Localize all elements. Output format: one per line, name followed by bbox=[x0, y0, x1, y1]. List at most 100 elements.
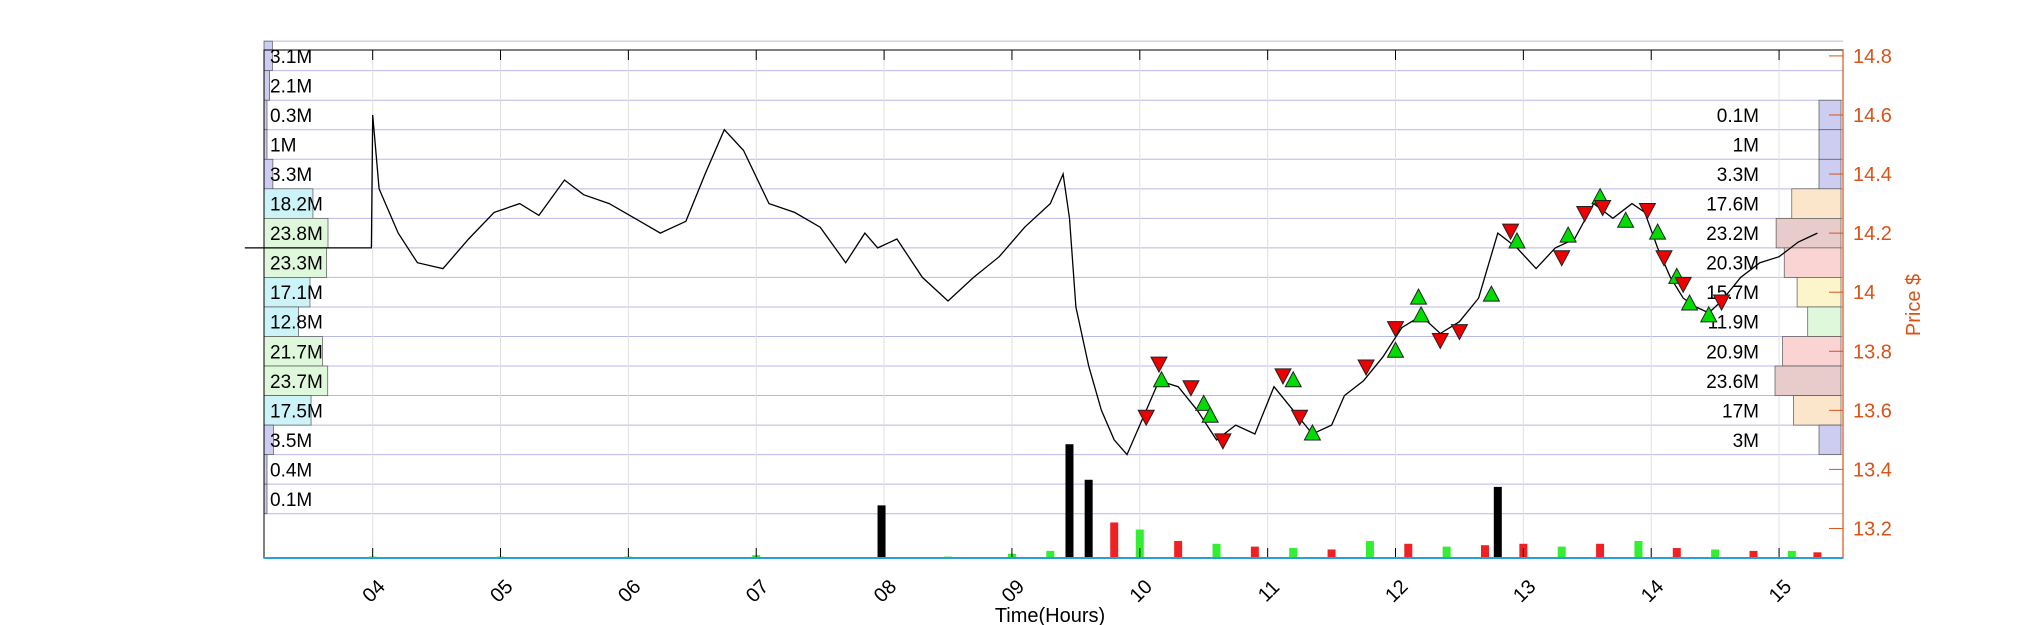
y-tick-label: 13.2 bbox=[1853, 518, 1892, 540]
volume-bar bbox=[1634, 540, 1643, 558]
profile-bar-left bbox=[263, 336, 323, 367]
volume-bar bbox=[1250, 546, 1259, 558]
profile-label-left: 3.3M bbox=[270, 165, 312, 186]
grid-lines bbox=[264, 40, 1843, 558]
profile-label-left: 0.4M bbox=[270, 460, 312, 481]
buy-marker bbox=[1284, 370, 1303, 388]
volume-bar bbox=[1404, 543, 1413, 558]
profile-bar-left bbox=[263, 306, 299, 337]
x-tick-label: 04 bbox=[358, 576, 389, 607]
profile-bar-right bbox=[1774, 365, 1842, 396]
profile-label-left: 23.8M bbox=[270, 224, 323, 245]
x-tick-label: 13 bbox=[1509, 576, 1540, 607]
profile-label-left: 23.3M bbox=[270, 254, 323, 275]
x-tick-label: 10 bbox=[1126, 576, 1157, 607]
volume-bar bbox=[1212, 543, 1221, 558]
volume-bar bbox=[1749, 550, 1758, 558]
volume-bar bbox=[1787, 550, 1796, 558]
sell-marker bbox=[1712, 294, 1731, 312]
profile-label-left: 18.2M bbox=[270, 195, 323, 216]
buy-marker bbox=[1616, 211, 1635, 228]
volume-bar bbox=[1065, 444, 1074, 558]
signal-markers bbox=[1137, 187, 1731, 450]
buy-marker bbox=[1680, 293, 1699, 311]
x-tick-label: 08 bbox=[870, 576, 901, 607]
x-axis-label: Time(Hours) bbox=[995, 605, 1105, 625]
sell-marker bbox=[1450, 324, 1469, 341]
buy-marker bbox=[1201, 406, 1219, 423]
x-tick-label: 05 bbox=[486, 576, 517, 607]
sell-marker bbox=[1357, 359, 1375, 377]
profile-label-left: 21.7M bbox=[270, 342, 323, 363]
x-tick-label: 09 bbox=[998, 576, 1029, 607]
buy-marker bbox=[1559, 226, 1577, 243]
profile-label-right: 1M bbox=[1733, 136, 1759, 157]
buy-marker bbox=[1412, 305, 1430, 323]
sell-marker bbox=[1150, 356, 1168, 374]
profile-label-right: 0.1M bbox=[1717, 106, 1759, 127]
y-tick-label: 13.6 bbox=[1853, 400, 1892, 422]
volume-bar bbox=[1557, 546, 1566, 558]
profile-bar-left bbox=[263, 70, 270, 101]
buy-marker bbox=[1648, 223, 1667, 240]
x-tick-label: 07 bbox=[742, 576, 773, 607]
y-tick-label: 14.8 bbox=[1853, 46, 1892, 68]
volume-bar bbox=[1711, 549, 1720, 558]
y-tick-label: 14.4 bbox=[1853, 164, 1892, 186]
profile-label-right: 11.9M bbox=[1708, 313, 1759, 334]
x-tick-label: 06 bbox=[614, 576, 645, 607]
price-line bbox=[244, 114, 1818, 456]
volume-profile-right: 0.1M1M3.3M17.6M23.2M20.3M15.7M11.9M20.9M… bbox=[1706, 99, 1842, 455]
sell-marker bbox=[1214, 433, 1232, 450]
profile-bar-right bbox=[1807, 306, 1842, 337]
volume-bar bbox=[1672, 548, 1681, 558]
buy-marker bbox=[1699, 305, 1718, 323]
y-tick-label: 14.6 bbox=[1853, 105, 1892, 127]
volume-bar bbox=[1046, 550, 1055, 558]
volume-bar bbox=[1365, 540, 1374, 558]
profile-bar-left bbox=[263, 217, 329, 249]
profile-label-left: 1M bbox=[270, 136, 296, 157]
profile-label-right: 3M bbox=[1733, 431, 1759, 452]
profile-label-right: 17M bbox=[1722, 401, 1759, 422]
y-tick-label: 14.2 bbox=[1853, 223, 1892, 245]
sell-marker bbox=[1137, 409, 1156, 427]
x-tick-label: 14 bbox=[1637, 576, 1668, 607]
y-tick-label: 13.8 bbox=[1853, 341, 1892, 363]
profile-label-left: 0.3M bbox=[270, 106, 312, 127]
x-tick-label: 12 bbox=[1381, 576, 1412, 607]
profile-label-right: 23.6M bbox=[1706, 372, 1759, 393]
profile-label-right: 17.6M bbox=[1706, 195, 1759, 216]
profile-label-left: 23.7M bbox=[270, 372, 323, 393]
profile-bar-right bbox=[1818, 424, 1842, 455]
profile-label-right: 20.3M bbox=[1706, 254, 1759, 275]
y-tick-label: 13.4 bbox=[1853, 459, 1892, 481]
sell-marker bbox=[1274, 368, 1292, 385]
profile-bar-left bbox=[263, 365, 329, 396]
volume-bar bbox=[1174, 540, 1183, 558]
profile-label-left: 17.1M bbox=[270, 283, 323, 304]
profile-label-left: 3.1M bbox=[270, 47, 312, 68]
profile-bar-right bbox=[1791, 188, 1842, 219]
profile-label-right: 23.2M bbox=[1706, 224, 1759, 245]
y-axis-label: Price $ bbox=[1903, 274, 1925, 336]
sell-marker bbox=[1552, 250, 1571, 267]
volume-bar bbox=[1596, 543, 1605, 558]
profile-label-left: 12.8M bbox=[270, 313, 323, 334]
volume-bars bbox=[368, 444, 1822, 558]
buy-marker bbox=[1194, 394, 1213, 411]
profile-label-right: 20.9M bbox=[1706, 342, 1759, 363]
sell-marker bbox=[1290, 409, 1309, 427]
buy-marker bbox=[1508, 231, 1526, 249]
sell-marker bbox=[1431, 332, 1450, 350]
buy-marker bbox=[1152, 370, 1171, 388]
profile-bar-right bbox=[1783, 247, 1842, 278]
sell-marker bbox=[1674, 276, 1693, 294]
x-tick-label: 15 bbox=[1765, 576, 1796, 607]
sell-marker bbox=[1575, 205, 1594, 223]
sell-marker bbox=[1593, 200, 1612, 217]
buy-marker bbox=[1386, 341, 1405, 358]
price-series bbox=[244, 114, 1818, 456]
profile-label-left: 3.5M bbox=[270, 431, 312, 452]
